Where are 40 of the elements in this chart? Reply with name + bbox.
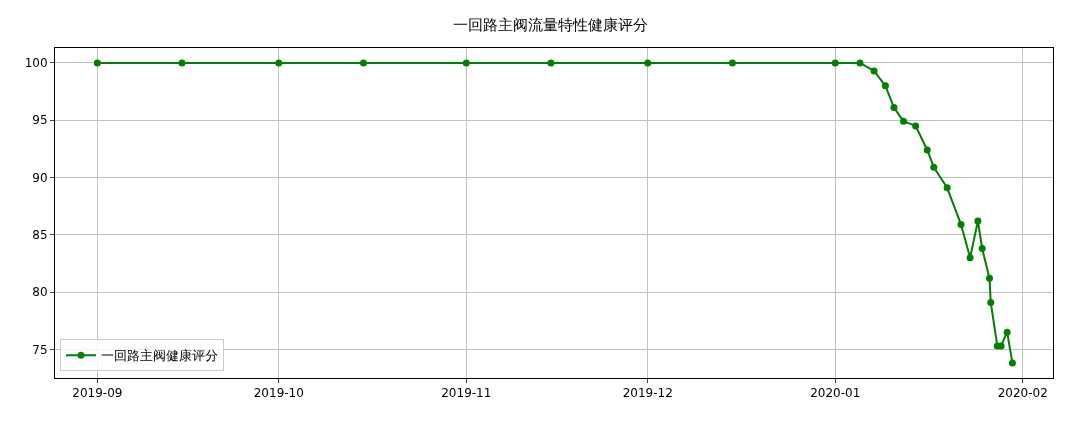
- point: [978, 245, 986, 253]
- point: [987, 298, 995, 306]
- point: [359, 59, 367, 67]
- point: [870, 67, 878, 75]
- y-tick-label: 100: [24, 56, 48, 71]
- y-tick-label: 85: [32, 227, 48, 242]
- point: [1003, 328, 1011, 336]
- point: [462, 59, 470, 67]
- point: [930, 163, 938, 171]
- chart-title: 一回路主阀流量特性健康评分: [453, 15, 649, 34]
- y-tick-label: 80: [32, 285, 48, 300]
- point: [912, 122, 920, 130]
- point: [856, 59, 864, 67]
- point: [93, 59, 101, 67]
- point: [966, 254, 974, 262]
- point: [1008, 359, 1016, 367]
- point: [547, 59, 555, 67]
- point: [178, 59, 186, 67]
- y-tick-label: 90: [32, 170, 48, 185]
- x-tick-label: 2019-12: [622, 386, 673, 401]
- y-tick-label: 75: [32, 342, 48, 357]
- legend-label: 一回路主阀健康评分: [100, 348, 218, 364]
- point: [831, 59, 839, 67]
- point: [985, 274, 993, 282]
- x-tick-label: 2019-10: [253, 386, 304, 401]
- point: [974, 217, 982, 225]
- point: [275, 59, 283, 67]
- point: [644, 59, 652, 67]
- point: [728, 59, 736, 67]
- x-tick-label: 2019-11: [441, 386, 492, 401]
- x-tick-label: 2020-01: [810, 386, 861, 401]
- point: [923, 146, 931, 154]
- y-tick-label: 95: [32, 113, 48, 128]
- x-tick-label: 2019-09: [72, 386, 123, 401]
- point: [890, 104, 898, 112]
- point: [900, 117, 908, 125]
- point: [881, 82, 889, 90]
- x-tick-label: 2020-02: [997, 386, 1048, 401]
- point: [943, 184, 951, 192]
- point: [957, 220, 965, 228]
